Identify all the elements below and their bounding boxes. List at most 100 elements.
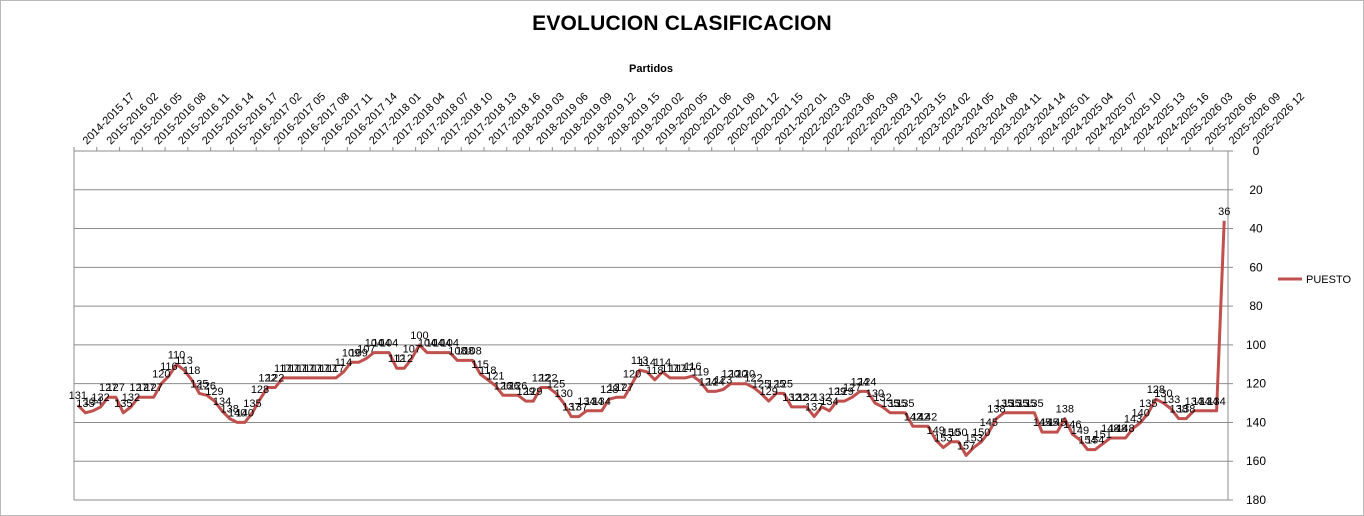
data-label: 117 [297,363,315,375]
data-label: 121 [486,371,504,383]
data-label: 127 [99,382,117,394]
data-label: 122 [258,373,276,385]
data-label: 104 [380,338,398,350]
data-label: 114 [335,357,353,369]
data-label: 132 [782,392,800,404]
data-label: 117 [320,363,338,375]
data-label: 154 [1078,435,1096,447]
data-label: 129 [524,386,542,398]
data-label: 128 [600,384,618,396]
data-label: 124 [851,376,869,388]
data-label: 135 [1025,398,1043,410]
data-label: 127 [145,382,163,394]
data-label: 151 [1094,429,1112,441]
chart-title: EVOLUCION CLASIFICACION [532,12,832,35]
data-label: 132 [122,392,140,404]
data-label: 110 [168,349,186,361]
y-axis: 0 20 40 60 80 100 120 140 160 180 [73,144,1266,507]
data-label: 134 [213,396,231,408]
y-tick-label: 100 [1246,338,1266,352]
data-label: 135 [1139,398,1157,410]
data-label: 104 [372,338,390,350]
data-label: 127 [843,382,861,394]
data-label: 149 [927,425,945,437]
legend-label: PUESTO [1306,274,1351,286]
data-label: 138 [220,404,238,416]
data-label: 150 [949,427,967,439]
data-label: 113 [175,355,193,367]
data-label: 104 [441,338,459,350]
data-label: 122 [744,373,762,385]
data-label: 127 [129,382,147,394]
data-label: 125 [775,378,793,390]
data-label: 117 [669,363,687,375]
data-label: 134 [577,396,595,408]
data-label: 109 [350,347,368,359]
data-label: 117 [274,363,292,375]
data-label: 135 [1010,398,1028,410]
data-label: 107 [357,343,375,355]
data-label: 36 [1218,206,1230,218]
grid-lines [74,150,1228,501]
x-axis-label: Partidos [629,63,673,75]
data-label: 118 [479,365,497,377]
data-label: 115 [471,359,489,371]
data-label: 140 [236,407,254,419]
data-label: 128 [251,384,269,396]
data-label: 157 [957,440,975,452]
data-label: 107 [403,343,421,355]
data-label: 150 [972,427,990,439]
data-label: 142 [911,411,929,423]
data-label: 145 [1033,417,1051,429]
data-label: 120 [623,369,641,381]
data-labels: 1311351341321271271351321271271271201161… [69,206,1231,453]
data-label: 118 [646,365,664,377]
data-label: 135 [76,398,94,410]
series-puesto [76,220,1226,457]
data-label: 142 [904,411,922,423]
y-tick-label: 180 [1246,493,1266,507]
data-label: 135 [1002,398,1020,410]
data-label: 148 [1109,423,1127,435]
data-label: 117 [661,363,679,375]
data-label: 129 [835,386,853,398]
legend: PUESTO [1278,274,1351,286]
data-label: 122 [539,373,557,385]
data-label: 112 [388,353,406,365]
data-label: 130 [1154,388,1172,400]
data-label: 145 [980,417,998,429]
data-label: 135 [1018,398,1036,410]
data-label: 117 [289,363,307,375]
y-tick-label: 160 [1246,454,1266,468]
data-label: 114 [654,357,672,369]
data-label: 127 [137,382,155,394]
data-label: 104 [418,338,436,350]
data-label: 117 [327,363,345,375]
data-label: 133 [1162,394,1180,406]
y-tick-label: 40 [1249,222,1263,236]
data-label: 134 [1185,396,1203,408]
data-label: 120 [152,369,170,381]
data-label: 132 [873,392,891,404]
data-label: 137 [570,402,588,414]
data-label: 130 [866,388,884,400]
data-label: 126 [509,380,527,392]
data-label: 118 [183,365,201,377]
data-label: 108 [456,345,474,357]
data-label: 124 [699,376,717,388]
data-label: 125 [190,378,208,390]
data-label: 135 [114,398,132,410]
data-label: 137 [805,402,823,414]
data-label: 150 [942,427,960,439]
y-tick-label: 60 [1249,260,1263,274]
data-label: 145 [1040,417,1058,429]
data-label: 126 [494,380,512,392]
data-label: 114 [638,357,656,369]
data-label: 142 [919,411,937,423]
series-line [76,220,1226,457]
y-tick-label: 0 [1253,144,1260,158]
data-label: 134 [1207,396,1225,408]
